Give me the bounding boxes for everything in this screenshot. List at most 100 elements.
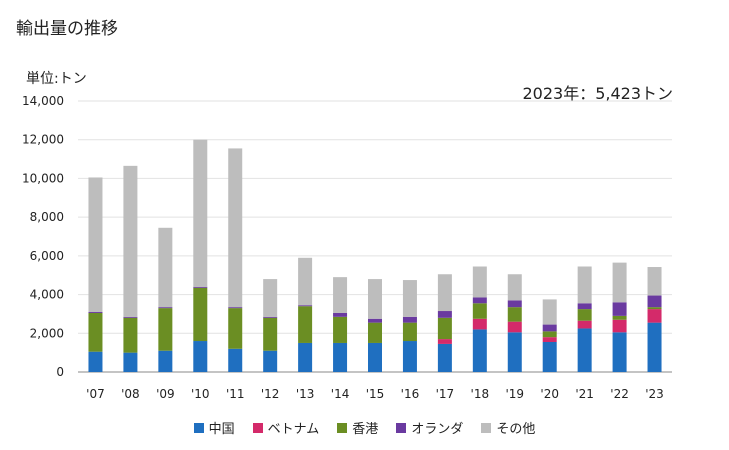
y-tick-label: 10,000 xyxy=(22,171,64,185)
bar-segment xyxy=(577,328,592,372)
y-tick-label: 12,000 xyxy=(22,133,64,147)
bar-segment xyxy=(402,316,417,323)
x-tick-label: '13 xyxy=(296,387,315,401)
y-tick-label: 8,000 xyxy=(30,210,64,224)
bar-segment xyxy=(123,165,138,317)
legend-label: その他 xyxy=(496,422,536,437)
bar-segment xyxy=(472,297,487,304)
x-tick-label: '22 xyxy=(610,387,629,401)
bar-segment xyxy=(507,274,522,301)
bar-segment xyxy=(368,318,382,323)
x-tick-label: '16 xyxy=(401,387,420,401)
y-tick-label: 0 xyxy=(56,365,64,379)
bar-segment xyxy=(298,257,313,306)
bar-segment xyxy=(402,322,417,342)
legend-item: ベトナム xyxy=(252,418,320,437)
legend-swatch xyxy=(481,422,492,433)
x-tick-label: '10 xyxy=(191,387,210,401)
x-tick-label: '20 xyxy=(540,387,559,401)
bar-segment xyxy=(542,324,557,332)
bar-segment xyxy=(333,312,348,317)
total-label: 2023年：5,423トン xyxy=(522,84,673,103)
bar-segment xyxy=(647,322,662,372)
bar-segment xyxy=(263,350,278,372)
bar-segment xyxy=(472,329,487,372)
bar-segment xyxy=(542,331,557,338)
bar-segment xyxy=(507,332,522,372)
bar-segment xyxy=(577,266,592,304)
bar-segment xyxy=(263,316,278,318)
legend-swatch xyxy=(396,422,407,433)
legend-label: 中国 xyxy=(208,422,235,437)
bar-segment xyxy=(123,317,138,353)
x-tick-label: '14 xyxy=(331,387,350,401)
x-tick-label: '07 xyxy=(86,387,105,401)
bar-segment xyxy=(123,352,138,372)
legend-label: ベトナム xyxy=(267,422,320,437)
legend-swatch xyxy=(337,422,348,433)
bar-segment xyxy=(263,317,278,351)
bar-segment xyxy=(577,309,592,321)
bar-segment xyxy=(507,307,522,322)
bar-segment xyxy=(612,332,627,372)
bar-chart: 0 2,000 4,000 6,000 8,000 10,000 12,000 14,000 '… xyxy=(22,94,672,401)
bar-segment xyxy=(228,148,243,308)
bar-segment xyxy=(333,277,348,313)
bar-segment xyxy=(158,227,173,308)
legend-swatch xyxy=(252,422,263,433)
x-tick-label: '15 xyxy=(366,387,385,401)
bar-segment xyxy=(298,342,313,372)
bar-segment xyxy=(577,303,592,310)
legend-label: オランダ xyxy=(411,422,464,437)
bar-segment xyxy=(472,303,487,319)
legend-item: 香港 xyxy=(337,418,378,437)
bar-segment xyxy=(298,305,313,307)
x-tick-label: '12 xyxy=(261,387,280,401)
bar-segment xyxy=(123,316,138,318)
y-tick-label: 4,000 xyxy=(30,288,64,302)
bar-segment xyxy=(193,341,208,372)
chart-title: 輸出量の推移 xyxy=(16,19,118,39)
x-tick-label: '18 xyxy=(471,387,490,401)
bar-segment xyxy=(368,322,382,343)
bar-segment xyxy=(193,286,208,288)
bar-segment xyxy=(507,321,522,333)
bar-segment xyxy=(333,342,348,372)
y-tick-label: 2,000 xyxy=(30,326,64,340)
bar-segment xyxy=(298,306,313,343)
bar-segment xyxy=(193,139,208,287)
bar-segment xyxy=(333,316,348,343)
bar-segment xyxy=(263,279,278,317)
x-tick-label: '19 xyxy=(505,387,524,401)
bar-segment xyxy=(472,266,487,298)
bar-segment xyxy=(88,351,103,372)
y-tick-label: 6,000 xyxy=(30,249,64,263)
bar-segment xyxy=(472,318,487,330)
bar-segment xyxy=(88,177,103,312)
x-tick-label: '09 xyxy=(156,387,175,401)
bar-segment xyxy=(437,339,452,344)
bar-segment xyxy=(193,287,208,342)
bar-segment xyxy=(542,337,557,342)
bar-segment xyxy=(612,315,627,320)
bar-segment xyxy=(158,308,173,351)
x-tick-label: '11 xyxy=(226,387,245,401)
bar-segment xyxy=(88,311,103,313)
legend-item: その他 xyxy=(481,418,535,437)
bar-segment xyxy=(647,295,662,308)
bar-segment xyxy=(542,341,557,372)
x-tick-label: '23 xyxy=(645,387,664,401)
legend-swatch xyxy=(193,422,204,433)
x-tick-label: '17 xyxy=(436,387,455,401)
bar-segment xyxy=(577,320,592,329)
x-tick-label: '08 xyxy=(121,387,140,401)
bar-segment xyxy=(647,267,662,296)
bar-segment xyxy=(402,280,417,317)
y-tick-label: 14,000 xyxy=(22,94,64,108)
bar-segment xyxy=(647,309,662,323)
bar-segment xyxy=(158,307,173,309)
bar-segment xyxy=(612,319,627,333)
bar-segment xyxy=(507,300,522,308)
bar-segment xyxy=(402,341,417,372)
bar-segment xyxy=(542,299,557,325)
